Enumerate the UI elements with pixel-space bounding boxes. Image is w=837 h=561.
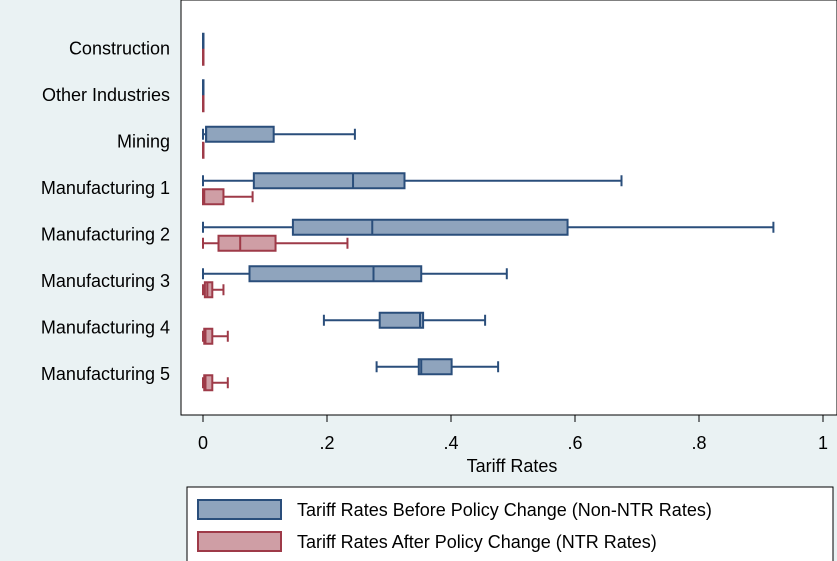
- x-tick-label: 0: [198, 433, 208, 453]
- box-whisker: [202, 265, 508, 283]
- category-label: Construction: [69, 38, 170, 58]
- x-tick-label: .8: [691, 433, 706, 453]
- x-tick-label: .4: [443, 433, 458, 453]
- iqr-box: [203, 374, 214, 392]
- iqr-box: [252, 172, 406, 190]
- legend-label: Tariff Rates Before Policy Change (Non-N…: [297, 500, 712, 520]
- iqr-box: [378, 311, 425, 329]
- iqr-box: [203, 281, 214, 299]
- box-whisker: [202, 188, 254, 206]
- box-whisker: [202, 48, 205, 66]
- category-label: Manufacturing 5: [41, 364, 170, 384]
- iqr-box: [203, 327, 214, 345]
- box-whisker: [322, 311, 487, 329]
- box-whisker: [202, 374, 229, 392]
- category-label: Manufacturing 1: [41, 178, 170, 198]
- iqr-box: [205, 125, 275, 143]
- category-label: Mining: [117, 131, 170, 151]
- iqr-box: [202, 188, 225, 206]
- box-whisker: [202, 141, 205, 159]
- category-label: Manufacturing 3: [41, 271, 170, 291]
- legend-box: [186, 486, 834, 561]
- box-whisker: [202, 281, 225, 299]
- box-whisker: [202, 218, 775, 236]
- category-label: Manufacturing 4: [41, 317, 170, 337]
- legend-swatch: [197, 531, 282, 552]
- legend-label: Tariff Rates After Policy Change (NTR Ra…: [297, 532, 657, 552]
- box-whisker: [202, 327, 229, 345]
- iqr-box: [217, 234, 277, 252]
- legend-swatch: [197, 499, 282, 520]
- category-label: Manufacturing 2: [41, 224, 170, 244]
- box-whisker: [202, 172, 623, 190]
- iqr-box: [417, 358, 453, 376]
- x-tick-label: .6: [567, 433, 582, 453]
- plot-area: [180, 0, 837, 416]
- x-tick-label: 1: [818, 433, 828, 453]
- box-whisker: [202, 95, 205, 113]
- box-whisker: [202, 125, 356, 143]
- iqr-box: [248, 265, 423, 283]
- x-tick-label: .2: [319, 433, 334, 453]
- box-whisker: [202, 79, 205, 97]
- category-label: Other Industries: [42, 85, 170, 105]
- iqr-box: [291, 218, 569, 236]
- box-whisker: [375, 358, 500, 376]
- box-whisker: [202, 32, 205, 50]
- box-whisker: [202, 234, 349, 252]
- x-axis-title: Tariff Rates: [467, 456, 558, 476]
